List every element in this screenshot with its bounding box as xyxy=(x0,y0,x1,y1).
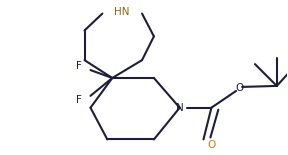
Text: O: O xyxy=(207,140,215,150)
Text: O: O xyxy=(235,83,243,93)
Text: F: F xyxy=(76,95,82,105)
Text: N: N xyxy=(176,103,183,113)
Text: F: F xyxy=(76,61,82,71)
Text: HN: HN xyxy=(114,7,130,17)
